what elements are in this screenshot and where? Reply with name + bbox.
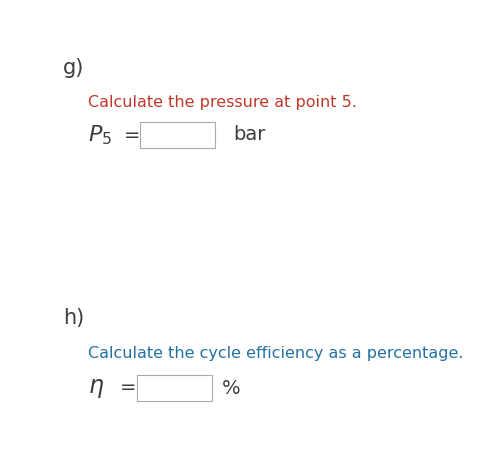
Text: %: %	[222, 378, 240, 397]
Text: Calculate the cycle efficiency as a percentage.: Calculate the cycle efficiency as a perc…	[88, 346, 464, 361]
Text: g): g)	[63, 58, 84, 78]
Text: $P_5$: $P_5$	[88, 123, 112, 147]
Text: Calculate the pressure at point 5.: Calculate the pressure at point 5.	[88, 95, 357, 110]
Text: $\eta$: $\eta$	[88, 376, 104, 399]
Text: h): h)	[63, 308, 84, 328]
Bar	[140, 122, 215, 148]
Bar	[137, 375, 212, 401]
Text: =: =	[124, 126, 141, 144]
Text: bar: bar	[233, 126, 265, 144]
Text: =: =	[120, 378, 136, 397]
